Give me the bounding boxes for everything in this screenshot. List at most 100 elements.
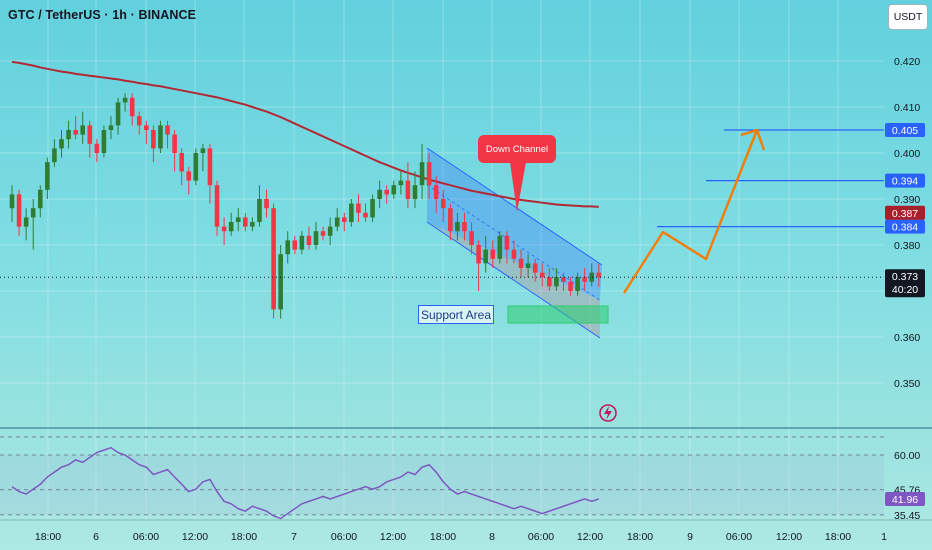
- support-area-label: Support Area: [418, 305, 494, 324]
- candle-body: [136, 116, 142, 126]
- candle-body: [158, 125, 163, 149]
- candle-body: [440, 199, 446, 209]
- time-tick-label: 6: [93, 531, 99, 543]
- projection-path: [622, 129, 759, 294]
- lightning-bolt: [604, 406, 612, 420]
- candle-body: [193, 153, 199, 181]
- time-tick-label: 12:00: [776, 531, 802, 543]
- candle-body: [101, 130, 107, 153]
- channel-top-line: [426, 147, 603, 266]
- candle-body: [37, 189, 43, 209]
- candle-body: [525, 263, 531, 268]
- level-badge: 0.384: [892, 222, 918, 234]
- candle-body: [596, 272, 602, 278]
- candle-body: [129, 97, 135, 117]
- time-tick-label: 12:00: [380, 531, 406, 543]
- candle-body: [271, 208, 276, 310]
- candle-body: [172, 134, 177, 153]
- symbol-title[interactable]: GTC / TetherUS · 1h · BINANCE: [8, 8, 197, 22]
- lightning-icon: [599, 404, 617, 422]
- current-price-box: [885, 269, 925, 298]
- candle-body: [214, 185, 220, 227]
- candle-body: [412, 185, 418, 199]
- candle-body: [341, 217, 347, 222]
- candle-body: [264, 199, 269, 209]
- candle-body: [547, 277, 552, 287]
- callout-pointer: [510, 162, 526, 212]
- candle-body: [490, 249, 496, 259]
- candle-body: [419, 162, 425, 186]
- candle-body: [582, 277, 587, 282]
- candle-body: [243, 217, 248, 227]
- candle-body: [469, 231, 474, 245]
- countdown-label: 40:20: [892, 284, 918, 296]
- time-tick-label: 06:00: [726, 531, 752, 543]
- candle-body: [73, 130, 78, 135]
- candle-body: [9, 194, 15, 209]
- candle-body: [115, 102, 121, 126]
- candle-body: [384, 189, 390, 195]
- candle-body: [23, 217, 29, 227]
- candle-body: [235, 217, 241, 222]
- candle-body: [462, 222, 467, 232]
- level-badge-box: [885, 173, 925, 188]
- candle-body: [257, 199, 262, 222]
- time-tick-label: 06:00: [133, 531, 159, 543]
- candle-body: [59, 139, 64, 149]
- rsi-tick-label: 35.45: [894, 510, 920, 522]
- candle-body: [278, 254, 283, 310]
- time-tick-label: 12:00: [182, 531, 208, 543]
- time-tick-label: 7: [291, 531, 297, 543]
- time-tick-label: 12:00: [577, 531, 603, 543]
- rsi-tick-label: 60.00: [894, 450, 920, 462]
- candle-body: [327, 226, 333, 236]
- candle-body: [532, 263, 538, 273]
- candle-body: [511, 249, 517, 259]
- level-badge-box: [885, 123, 925, 137]
- price-tick-label: 0.420: [894, 56, 920, 68]
- rsi-line: [11, 446, 600, 520]
- candle-body: [483, 249, 488, 264]
- candle-body: [30, 208, 36, 218]
- candle-body: [377, 189, 382, 199]
- current-price-label: 0.373: [892, 271, 918, 283]
- candle-body: [363, 212, 368, 218]
- candle-body: [221, 226, 227, 232]
- time-tick-label: 1: [881, 531, 887, 543]
- candle-body: [151, 130, 156, 149]
- candle-body: [186, 171, 192, 181]
- candle-body: [405, 180, 411, 199]
- candle-body: [306, 235, 312, 245]
- currency-button[interactable]: USDT: [888, 4, 928, 30]
- candle-body: [568, 281, 573, 291]
- candle-body: [207, 148, 213, 186]
- level-badge: 0.394: [892, 176, 918, 188]
- candle-body: [433, 185, 439, 199]
- time-tick-label: 18:00: [35, 531, 61, 543]
- level-badge: 0.405: [892, 125, 918, 137]
- candle-body: [80, 125, 85, 135]
- candle-body: [228, 222, 234, 232]
- channel-upper-band: [427, 148, 602, 300]
- ma-badge-box: [885, 205, 925, 220]
- candle-body: [448, 208, 453, 232]
- time-tick-label: 9: [687, 531, 693, 543]
- support-zone: [507, 305, 609, 324]
- candle-body: [66, 130, 71, 140]
- time-tick-label: 18:00: [825, 531, 851, 543]
- candle-body: [285, 240, 291, 255]
- rsi-value-label: 41.96: [892, 494, 918, 506]
- candle-body: [561, 277, 566, 282]
- price-tick-label: 0.360: [894, 332, 920, 344]
- price-tick-label: 0.390: [894, 194, 920, 206]
- candle-body: [122, 97, 128, 103]
- moving-average-line: [11, 60, 599, 208]
- candle-body: [455, 222, 460, 232]
- time-tick-label: 18:00: [430, 531, 456, 543]
- candle-body: [94, 143, 100, 153]
- candle-body: [165, 125, 170, 135]
- down-channel-label: Down Channel: [478, 135, 556, 163]
- candle-body: [144, 125, 149, 130]
- time-tick-label: 8: [489, 531, 495, 543]
